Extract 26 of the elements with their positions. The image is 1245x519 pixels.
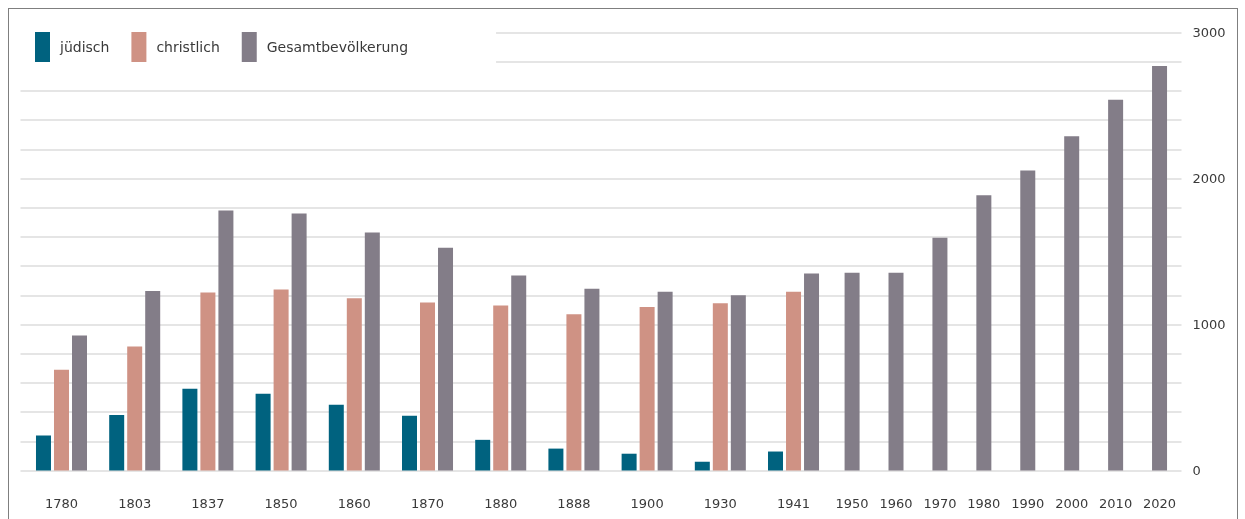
y-tick-label: 2000 [1192, 171, 1226, 186]
y-tick-label: 1000 [1192, 317, 1226, 332]
x-tick-label: 1930 [703, 495, 737, 511]
x-tick-label: 2010 [1099, 495, 1133, 511]
x-tick-label: 1888 [557, 495, 591, 511]
legend-label: christlich [156, 39, 220, 55]
x-tick-label: 1941 [776, 495, 811, 511]
x-tick-label: 1950 [835, 495, 869, 511]
x-tick-label: 1980 [967, 495, 1001, 511]
x-tick-label: 2020 [1142, 495, 1177, 511]
x-tick-label: 1960 [879, 495, 913, 511]
x-tick-label: 1870 [410, 495, 445, 511]
legend-label: Gesamtbevölkerung [266, 39, 409, 55]
x-tick-label: 1850 [264, 495, 298, 511]
x-tick-label: 1880 [484, 495, 518, 511]
legend-label: jüdisch [59, 39, 110, 55]
x-tick-label: 1970 [923, 495, 957, 511]
y-tick-label: 0 [1192, 463, 1201, 478]
x-tick-label: 1780 [44, 495, 79, 511]
x-tick-label: 1837 [191, 495, 225, 511]
x-tick-label: 1803 [118, 495, 152, 511]
x-tick-label: 1900 [630, 495, 664, 511]
x-tick-label: 1860 [337, 495, 371, 511]
x-tick-label: 1990 [1011, 495, 1045, 511]
x-tick-label: 2000 [1055, 495, 1089, 511]
y-tick-label: 3000 [1192, 25, 1226, 40]
